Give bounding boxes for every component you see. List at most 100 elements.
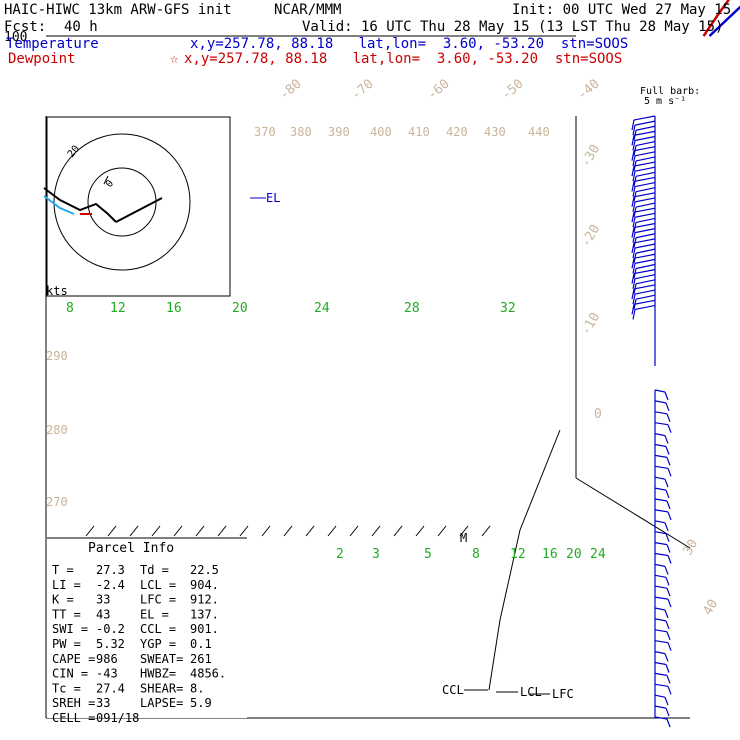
wind-barb-flag	[654, 498, 668, 502]
parcel-info-value: -0.2	[96, 622, 125, 636]
hodograph-units: kts	[46, 284, 68, 298]
wind-barb-flag	[631, 212, 635, 223]
wind-barb-flag	[635, 202, 656, 208]
wind-barb-flag	[633, 115, 656, 121]
wind-barb-flag	[633, 130, 656, 136]
wind-barb-flag	[654, 640, 669, 644]
hodograph-inset	[43, 116, 231, 297]
wind-barb-flag	[631, 150, 635, 161]
wind-barb-flag	[666, 587, 671, 597]
parcel-info-value: 912.	[190, 593, 219, 607]
model-title: HAIC-HIWC 13km ARW-GFS init	[4, 2, 232, 18]
parcel-info-title: Parcel Info	[88, 541, 174, 556]
wind-barb-flag	[635, 279, 656, 285]
ccl-marker: CCL	[442, 683, 464, 697]
isotherm-label: 40	[700, 597, 721, 618]
parcel-info-key: TT =	[52, 607, 81, 621]
wind-barb-flag	[667, 686, 672, 695]
parcel-info-key: CIN =	[52, 667, 88, 681]
parcel-info-key: CAPE =	[52, 652, 95, 666]
parcel-info-key: CCL =	[140, 622, 176, 636]
wind-barb-flag	[654, 433, 666, 437]
wind-barb-flag	[654, 400, 667, 404]
parcel-info-key: K =	[52, 593, 74, 607]
wind-barb-flag	[633, 284, 656, 290]
level-hatch	[415, 525, 425, 537]
moist-adiabat-label: 24	[314, 301, 330, 316]
wind-barb-flag	[654, 661, 667, 666]
level-hatch	[129, 525, 139, 537]
el-marker: EL	[266, 191, 280, 205]
wind-barb-flag	[654, 607, 666, 611]
parcel-info-key: SREH =	[52, 696, 95, 710]
wind-barb-flag	[631, 181, 635, 192]
dry-adiabat-label: 410	[408, 125, 430, 139]
parcel-info-key: Td =	[140, 563, 169, 577]
wind-barb-flag	[631, 242, 635, 253]
mixing-ratio-label: 8	[472, 547, 480, 562]
wind-barb-flag	[667, 555, 672, 564]
parcel-info-value: 43	[96, 607, 110, 621]
hodograph-box	[46, 116, 231, 297]
wind-barb-flag	[634, 197, 656, 203]
wind-barb-flag	[634, 289, 656, 295]
parcel-info-key: YGP =	[140, 637, 176, 651]
dewpoint-legend: Dewpoint	[8, 51, 76, 67]
valid-time: Valid: 16 UTC Thu 28 May 15 (13 LST Thu …	[302, 19, 724, 35]
isotherm-label: -10	[578, 310, 603, 338]
dry-adiabat-label: 370	[254, 125, 276, 139]
parcel-info-key: LAPSE=	[140, 696, 183, 710]
parcel-info-value: 986	[96, 652, 118, 666]
level-hatch	[437, 525, 447, 537]
wind-barb-flag	[632, 140, 636, 151]
wind-barb-flag	[632, 278, 636, 289]
wind-barb-flag	[634, 228, 656, 234]
wind-barb-flag	[654, 422, 669, 426]
wind-barb-flag	[667, 424, 672, 433]
barb-legend-title: Full barb:	[640, 86, 701, 97]
wind-barb-flag	[654, 454, 668, 458]
parcel-info-value: 0.1	[190, 637, 212, 651]
isotherm-label: -60	[425, 76, 453, 103]
mixing-ratio-label: 20	[566, 547, 582, 562]
wind-barb-flag	[665, 402, 670, 412]
wind-barb-flag	[635, 248, 656, 254]
parcel-info-value: 901.	[190, 622, 219, 636]
mixing-ratio-label: 12	[510, 547, 526, 562]
wind-barb-flag	[665, 446, 670, 455]
dry-adiabat-label: 400	[370, 125, 392, 139]
isotherm-label: -40	[575, 76, 603, 103]
forecast-label: Fcst:	[4, 19, 47, 35]
wind-barb-flag	[633, 299, 656, 305]
wind-barb-flag	[666, 631, 671, 641]
wind-barb-flag	[634, 212, 656, 218]
wind-barb-flag	[654, 443, 667, 448]
wind-barb-flag	[635, 187, 656, 193]
wind-barb-flag	[634, 135, 656, 142]
level-hatch	[349, 525, 359, 537]
wind-barb-flag	[666, 718, 671, 728]
hodograph-inner-label: 0	[104, 178, 116, 190]
wind-barb-flag	[667, 468, 672, 477]
moist-adiabat-label: 20	[232, 301, 248, 316]
level-hatch	[283, 525, 293, 537]
wind-barb-flag	[635, 125, 656, 131]
wind-barb-flag	[665, 707, 670, 717]
lfc-marker: LFC	[552, 687, 574, 701]
wind-barb-flag	[654, 672, 668, 676]
wind-barb-flag	[632, 247, 636, 259]
wind-barb-flag	[634, 258, 656, 264]
parcel-info-panel	[47, 538, 247, 718]
wind-barb-flag	[665, 664, 670, 673]
isotherm-label: -50	[499, 76, 527, 103]
wind-barb-flag	[654, 465, 669, 469]
wind-barb-flag	[654, 411, 668, 415]
parcel-info-value: 33	[96, 593, 110, 607]
wind-barb-flag	[631, 273, 635, 284]
parcel-info-value: 22.5	[190, 563, 219, 577]
wind-barb-flag	[631, 119, 635, 131]
wind-barb-flag	[635, 294, 656, 300]
mixing-ratio-label: 16	[542, 547, 558, 562]
wind-barb-flag	[635, 263, 656, 270]
wind-barb-flag	[631, 135, 635, 146]
